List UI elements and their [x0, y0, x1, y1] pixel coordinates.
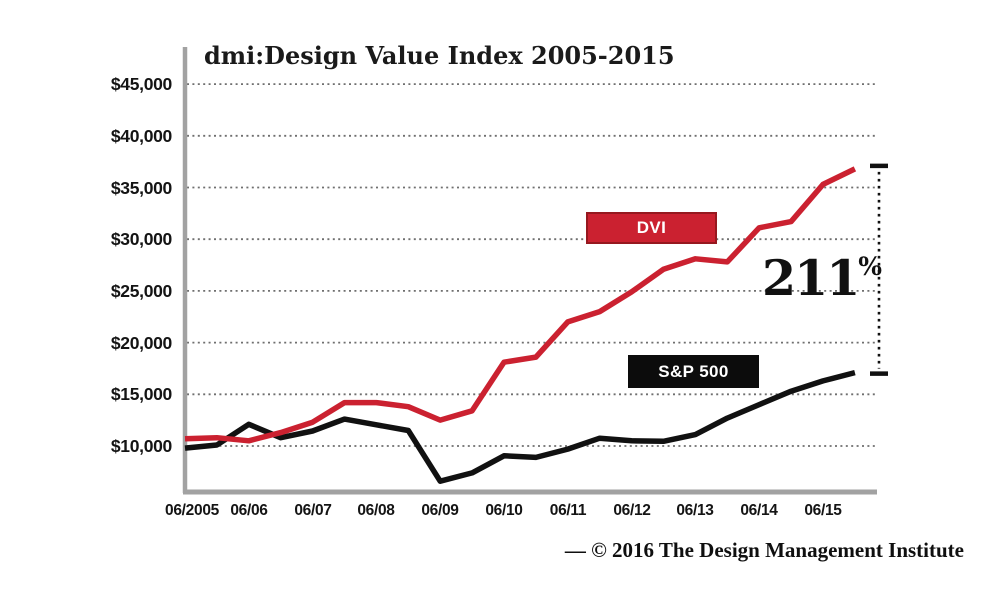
sp500-line [184, 369, 856, 484]
y-tick-label: $45,000 [110, 74, 172, 94]
x-tick-label: 06/2005 [165, 502, 219, 519]
growth-gap-annotation: 211% [762, 252, 882, 303]
y-tick-label: $25,000 [110, 281, 172, 301]
dvi-line [184, 166, 857, 444]
x-tick-label: 06/10 [485, 502, 523, 519]
chart-title: dmi:Design Value Index 2005-2015 [204, 41, 675, 70]
legend-sp500-label: S&P 500 [658, 361, 729, 381]
x-tick-label: 06/11 [549, 502, 587, 519]
x-tick-label: 06/13 [676, 502, 714, 519]
x-tick-label: 06/06 [230, 502, 268, 519]
legend-dvi-label: DVI [636, 218, 667, 237]
x-tick-label: 06/14 [740, 502, 778, 519]
growth-gap-percent-sign: % [858, 252, 883, 281]
x-tick-label: 06/12 [613, 502, 651, 519]
y-tick-label: $30,000 [110, 229, 172, 249]
x-tick-label: 06/09 [421, 502, 459, 519]
copyright-credit: — © 2016 The Design Management Institute [564, 538, 964, 562]
x-tick-label: 06/15 [804, 502, 842, 519]
y-tick-label: $40,000 [110, 126, 172, 146]
x-tick-label: 06/08 [357, 502, 395, 519]
y-tick-label: $15,000 [110, 384, 172, 404]
y-tick-label: $20,000 [110, 333, 172, 353]
legend-dvi-box: DVI [586, 212, 717, 244]
x-tick-label: 06/07 [294, 502, 332, 519]
y-tick-label: $35,000 [110, 178, 172, 198]
legend-sp500-box: S&P 500 [628, 355, 759, 388]
growth-gap-value: 211 [762, 249, 860, 307]
y-tick-label: $10,000 [110, 436, 172, 456]
